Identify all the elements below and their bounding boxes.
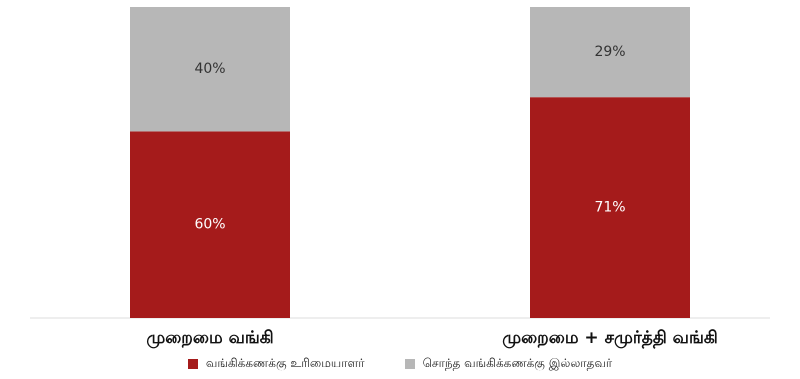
legend-swatch-account-holders — [187, 359, 198, 369]
category-label-0: முறைமை வங்கி — [146, 328, 273, 348]
category-label-1: முறைமை + சமுர்த்தி வங்கி — [502, 328, 718, 348]
legend-item-no-account: சொந்த வங்கிக்கணக்கு இல்லாதவர் — [404, 356, 613, 372]
bars-layer: 60% 40% 71% 29% — [130, 7, 690, 318]
legend: வங்கிக்கணக்கு உரிமையாளர் சொந்த வங்கிக்கண… — [0, 356, 800, 372]
legend-label-no-account: சொந்த வங்கிக்கணக்கு இல்லாதவர் — [422, 356, 613, 370]
data-label-no-account-0: 40% — [194, 61, 225, 77]
data-label-account-holders-0: 60% — [194, 217, 225, 233]
category-labels: முறைமை வங்கி முறைமை + சமுர்த்தி வங்கி — [146, 328, 717, 348]
bar-segment-account-holders-1 — [530, 97, 690, 318]
bar-segment-no-account-0 — [130, 7, 290, 132]
bar-segment-no-account-1 — [530, 7, 690, 98]
legend-label-account-holders: வங்கிக்கணக்கு உரிமையாளர் — [205, 356, 365, 370]
legend-swatch-no-account — [404, 359, 415, 369]
data-label-no-account-1: 29% — [594, 44, 625, 60]
bar-segment-account-holders-0 — [130, 131, 290, 318]
data-label-account-holders-1: 71% — [594, 200, 625, 216]
legend-item-account-holders: வங்கிக்கணக்கு உரிமையாளர் — [187, 356, 365, 372]
